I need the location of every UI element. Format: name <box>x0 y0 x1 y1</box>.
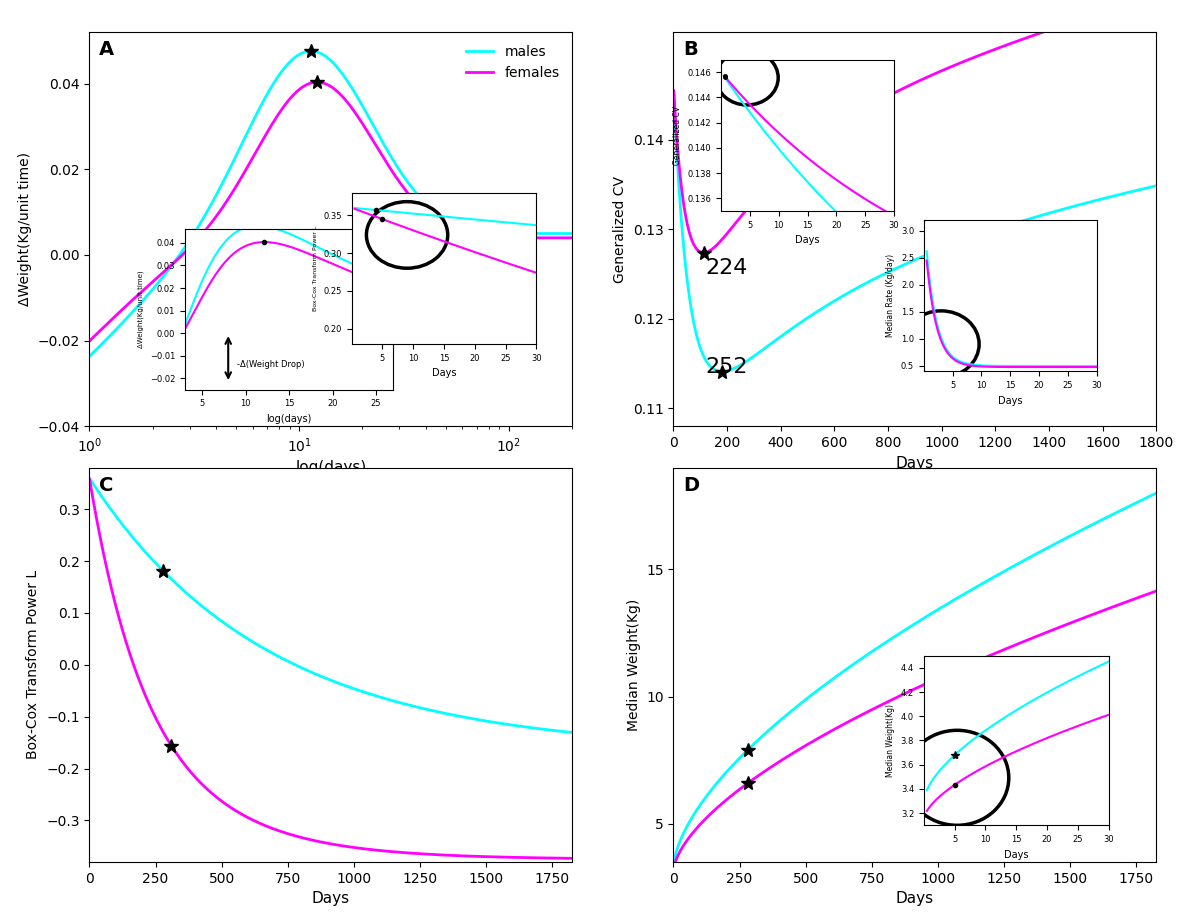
X-axis label: log(days): log(days) <box>266 414 312 424</box>
Y-axis label: Box-Cox Transform Power L: Box-Cox Transform Power L <box>312 226 318 311</box>
X-axis label: Days: Days <box>795 235 820 245</box>
Text: B: B <box>683 40 697 59</box>
Y-axis label: ΔWeight(Kg/unit time): ΔWeight(Kg/unit time) <box>137 271 144 348</box>
Y-axis label: Box-Cox Transform Power L: Box-Cox Transform Power L <box>26 570 41 759</box>
Y-axis label: ΔWeight(Kg/unit time): ΔWeight(Kg/unit time) <box>18 152 32 306</box>
X-axis label: Days: Days <box>896 456 933 470</box>
X-axis label: Days: Days <box>896 891 933 906</box>
Text: 252: 252 <box>706 357 749 377</box>
X-axis label: Days: Days <box>432 368 457 378</box>
Y-axis label: Median Weight(Kg): Median Weight(Kg) <box>886 704 895 777</box>
Legend: males, females: males, females <box>460 39 565 85</box>
Text: 224: 224 <box>706 258 749 278</box>
Text: D: D <box>683 476 700 494</box>
X-axis label: log(days): log(days) <box>296 460 366 475</box>
Text: A: A <box>99 40 114 59</box>
X-axis label: Days: Days <box>998 395 1023 405</box>
Text: C: C <box>99 476 113 494</box>
Y-axis label: Median Rate (Kg/day): Median Rate (Kg/day) <box>887 254 895 337</box>
Y-axis label: Generalized CV: Generalized CV <box>614 176 627 282</box>
X-axis label: Days: Days <box>1004 849 1029 859</box>
Y-axis label: Median Weight(Kg): Median Weight(Kg) <box>627 599 640 731</box>
X-axis label: Days: Days <box>312 891 349 906</box>
Text: -Δ(Weight Drop): -Δ(Weight Drop) <box>237 360 304 370</box>
Y-axis label: Generalized CV: Generalized CV <box>673 105 682 165</box>
